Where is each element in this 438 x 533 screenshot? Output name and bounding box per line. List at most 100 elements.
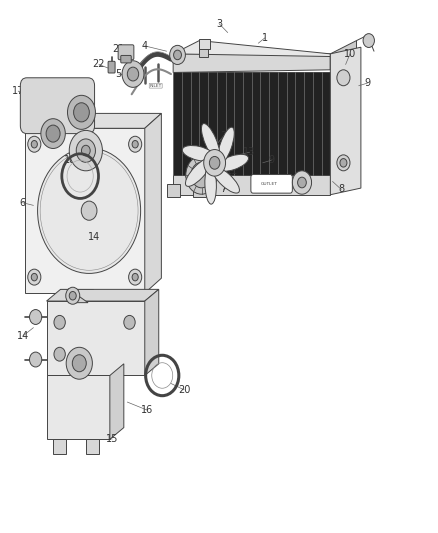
Circle shape xyxy=(81,146,90,156)
Polygon shape xyxy=(145,114,161,293)
FancyBboxPatch shape xyxy=(251,174,292,193)
Circle shape xyxy=(66,348,92,379)
Circle shape xyxy=(69,292,76,300)
Circle shape xyxy=(31,141,37,148)
Polygon shape xyxy=(193,184,206,197)
Text: INLET: INLET xyxy=(149,84,162,88)
Circle shape xyxy=(129,269,142,285)
Polygon shape xyxy=(199,39,210,49)
FancyBboxPatch shape xyxy=(121,55,131,63)
Text: 4: 4 xyxy=(142,41,148,51)
Circle shape xyxy=(74,103,89,122)
Text: 14: 14 xyxy=(17,330,29,341)
Text: 5: 5 xyxy=(116,69,122,79)
Circle shape xyxy=(292,171,311,194)
Text: 18: 18 xyxy=(64,155,77,165)
Text: 14: 14 xyxy=(88,232,101,243)
Polygon shape xyxy=(173,54,330,72)
Text: 3: 3 xyxy=(216,19,222,29)
Circle shape xyxy=(132,141,138,148)
Ellipse shape xyxy=(218,127,234,164)
Circle shape xyxy=(124,316,135,329)
Circle shape xyxy=(29,352,42,367)
Text: 21: 21 xyxy=(113,44,125,53)
Text: 8: 8 xyxy=(338,184,344,195)
Circle shape xyxy=(122,61,144,87)
Text: 9: 9 xyxy=(268,155,275,165)
Polygon shape xyxy=(145,289,159,375)
Circle shape xyxy=(209,157,220,169)
Polygon shape xyxy=(330,41,357,70)
Circle shape xyxy=(41,119,65,149)
Text: 13: 13 xyxy=(244,147,256,157)
Polygon shape xyxy=(86,439,99,454)
Ellipse shape xyxy=(186,156,217,194)
FancyBboxPatch shape xyxy=(20,78,95,134)
Polygon shape xyxy=(25,114,161,128)
Circle shape xyxy=(54,348,65,361)
Circle shape xyxy=(204,150,226,176)
FancyBboxPatch shape xyxy=(108,61,115,73)
Polygon shape xyxy=(53,439,66,454)
Text: 10: 10 xyxy=(344,49,356,59)
Ellipse shape xyxy=(185,158,212,187)
Ellipse shape xyxy=(217,155,248,171)
Circle shape xyxy=(173,50,181,60)
Text: 20: 20 xyxy=(178,385,190,395)
Circle shape xyxy=(363,34,374,47)
Polygon shape xyxy=(330,47,361,195)
Text: 22: 22 xyxy=(93,60,105,69)
Circle shape xyxy=(72,355,86,372)
Polygon shape xyxy=(25,128,145,293)
Circle shape xyxy=(297,177,306,188)
Polygon shape xyxy=(46,375,110,439)
Text: 2: 2 xyxy=(220,131,226,141)
Circle shape xyxy=(81,201,97,220)
Ellipse shape xyxy=(191,163,212,188)
Circle shape xyxy=(127,67,139,81)
Polygon shape xyxy=(46,289,159,301)
Circle shape xyxy=(31,273,37,281)
Polygon shape xyxy=(76,289,93,298)
Circle shape xyxy=(337,70,350,86)
Circle shape xyxy=(66,287,80,304)
Ellipse shape xyxy=(205,164,216,204)
Polygon shape xyxy=(68,289,88,303)
Text: 6: 6 xyxy=(19,198,25,208)
Circle shape xyxy=(337,155,350,171)
Polygon shape xyxy=(173,174,330,195)
FancyBboxPatch shape xyxy=(118,45,134,60)
Polygon shape xyxy=(173,41,357,56)
Polygon shape xyxy=(46,301,145,375)
Text: 16: 16 xyxy=(141,405,153,415)
Circle shape xyxy=(29,310,42,325)
Circle shape xyxy=(129,136,142,152)
Circle shape xyxy=(67,95,95,130)
Ellipse shape xyxy=(212,167,240,193)
Text: 9: 9 xyxy=(364,78,371,88)
Circle shape xyxy=(46,125,60,142)
Text: 17: 17 xyxy=(12,86,25,96)
Circle shape xyxy=(76,139,95,163)
Circle shape xyxy=(28,136,41,152)
Polygon shape xyxy=(199,49,208,56)
Polygon shape xyxy=(173,72,330,174)
Ellipse shape xyxy=(201,124,220,159)
Polygon shape xyxy=(166,184,180,197)
Polygon shape xyxy=(60,289,77,298)
Text: 1: 1 xyxy=(262,33,268,43)
Text: 12: 12 xyxy=(184,176,197,187)
Ellipse shape xyxy=(182,146,215,161)
Circle shape xyxy=(54,316,65,329)
Circle shape xyxy=(38,148,141,273)
Circle shape xyxy=(340,159,347,167)
Circle shape xyxy=(170,45,185,64)
Circle shape xyxy=(132,273,138,281)
Polygon shape xyxy=(110,364,124,439)
Circle shape xyxy=(69,131,102,171)
Circle shape xyxy=(28,269,41,285)
Polygon shape xyxy=(84,125,88,135)
Text: 7: 7 xyxy=(220,184,226,195)
Text: 11: 11 xyxy=(226,166,238,176)
Polygon shape xyxy=(173,161,357,174)
